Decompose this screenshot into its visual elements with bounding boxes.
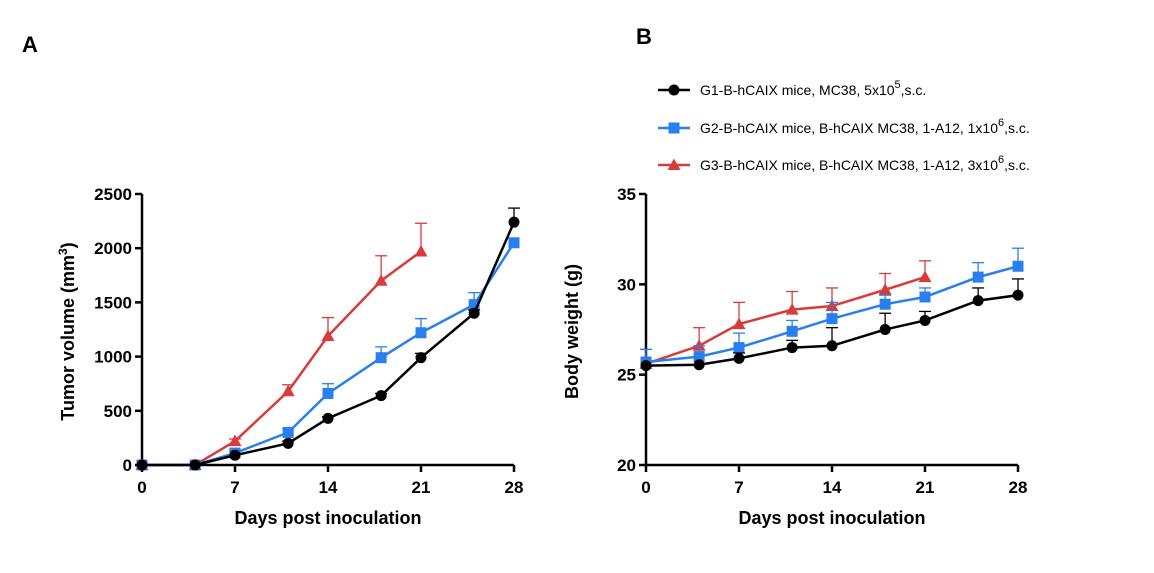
legend-item-g2: G2-B-hCAIX mice, B-hCAIX MC38, 1-A12, 1x… xyxy=(658,117,1030,136)
x-tick-label: 0 xyxy=(641,478,650,497)
series-g2 xyxy=(136,237,520,471)
legend-marker xyxy=(668,122,680,134)
legend-marker xyxy=(668,84,680,96)
series-g1 xyxy=(136,207,520,471)
body-weight-chart: 20 25 30 35 0 7 14 21 28 Days post inoculation Bod… xyxy=(562,185,1027,528)
y-tick-label: 20 xyxy=(617,456,636,475)
data-point-g2 xyxy=(375,352,387,364)
data-point-g3 xyxy=(374,274,388,286)
x-tick-label: 0 xyxy=(137,478,146,497)
data-point-g1 xyxy=(640,360,652,372)
data-point-g2 xyxy=(282,426,294,438)
y-axis-title: Tumor volume (mm3) xyxy=(56,242,78,420)
data-point-g1 xyxy=(189,459,201,471)
data-point-g1 xyxy=(415,352,427,364)
data-point-g3 xyxy=(321,329,335,342)
data-point-g1 xyxy=(1012,289,1024,301)
x-tick-label: 21 xyxy=(916,478,935,497)
data-point-g1 xyxy=(508,216,520,228)
x-tick-label: 21 xyxy=(412,478,431,497)
data-point-g1 xyxy=(972,295,984,307)
series-g2 xyxy=(640,247,1024,368)
legend-label: G2-B-hCAIX mice, B-hCAIX MC38, 1-A12, 1x… xyxy=(700,117,1030,136)
x-tick-label: 7 xyxy=(734,478,743,497)
data-point-g2 xyxy=(826,313,838,325)
tumor-volume-chart: 0 500 1000 1500 2000 2500 0 7 14 21 28 Days post in… xyxy=(56,185,523,528)
data-point-g3 xyxy=(414,244,428,257)
x-tick-label: 28 xyxy=(1009,478,1028,497)
x-tick-label: 14 xyxy=(823,478,842,497)
data-point-g2 xyxy=(919,291,931,303)
data-point-g2 xyxy=(693,351,705,363)
data-point-g1 xyxy=(468,307,480,319)
series-line-g1 xyxy=(142,221,516,467)
data-point-g3 xyxy=(732,317,746,330)
data-point-g3 xyxy=(692,339,706,351)
data-point-g3 xyxy=(228,434,242,447)
data-point-g1 xyxy=(826,340,838,352)
x-axis-title: Days post inoculation xyxy=(234,508,421,528)
data-point-g1 xyxy=(229,449,241,461)
panel-a-letter: A xyxy=(22,32,38,57)
y-tick-label: 25 xyxy=(617,366,636,385)
data-point-g1 xyxy=(879,324,891,335)
panel-b-letter: B xyxy=(636,24,652,49)
data-point-g2 xyxy=(972,271,984,283)
y-tick-label: 2500 xyxy=(94,185,132,204)
data-point-g3 xyxy=(281,384,295,397)
data-point-g2 xyxy=(415,327,427,339)
data-point-g1 xyxy=(375,390,387,402)
y-tick-label: 30 xyxy=(617,275,636,294)
y-tick-label: 1500 xyxy=(94,293,132,312)
x-tick-label: 7 xyxy=(230,478,239,497)
y-tick-label: 2000 xyxy=(94,239,132,258)
data-point-g1 xyxy=(786,342,798,354)
legend-label: G3-B-hCAIX mice, B-hCAIX MC38, 1-A12, 3x… xyxy=(700,154,1030,173)
x-tick-label: 14 xyxy=(319,478,338,497)
legend-marker xyxy=(667,158,681,170)
x-tick-label: 28 xyxy=(505,478,524,497)
series-g1 xyxy=(640,278,1024,372)
data-point-g2 xyxy=(508,237,520,249)
y-tick-label: 1000 xyxy=(94,348,132,367)
data-point-g2 xyxy=(1012,260,1024,272)
x-axis-title: Days post inoculation xyxy=(738,508,925,528)
legend-item-g1: G1-B-hCAIX mice, MC38, 5x105,s.c. xyxy=(658,79,926,98)
legend-label: G1-B-hCAIX mice, MC38, 5x105,s.c. xyxy=(700,79,926,98)
data-point-g3 xyxy=(785,303,799,315)
y-tick-label: 0 xyxy=(123,456,132,475)
data-point-g1 xyxy=(136,459,148,471)
data-point-g3 xyxy=(878,283,892,295)
y-tick-label: 500 xyxy=(104,402,132,421)
data-point-g2 xyxy=(322,387,334,399)
data-point-g2 xyxy=(733,342,745,354)
data-point-g1 xyxy=(282,437,294,449)
legend: G1-B-hCAIX mice, MC38, 5x105,s.c. G2-B-hC… xyxy=(658,79,1030,173)
data-point-g1 xyxy=(693,359,705,371)
y-axis-title: Body weight (g) xyxy=(562,264,582,399)
data-point-g2 xyxy=(879,298,891,310)
data-point-g1 xyxy=(322,412,334,424)
data-point-g1 xyxy=(733,352,745,364)
data-point-g2 xyxy=(468,299,480,311)
series-g3 xyxy=(639,260,932,369)
data-point-g2 xyxy=(786,325,798,337)
y-tick-label: 35 xyxy=(617,185,636,204)
series-line-g2 xyxy=(142,242,516,467)
legend-item-g3: G3-B-hCAIX mice, B-hCAIX MC38, 1-A12, 3x… xyxy=(658,154,1030,173)
data-point-g1 xyxy=(919,314,931,326)
data-point-g3 xyxy=(918,270,932,283)
